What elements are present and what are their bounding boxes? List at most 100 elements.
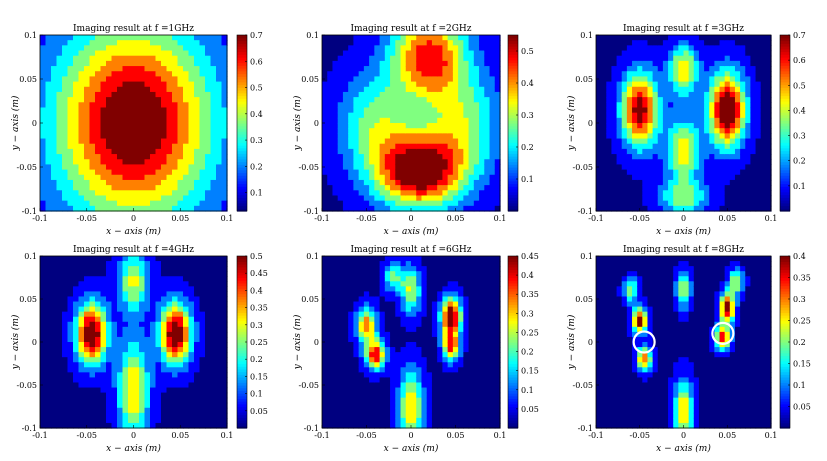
heatmap-cell [642,138,649,145]
heatmap-cell [426,123,433,129]
heatmap-cell [657,102,664,109]
heatmap-cell [637,45,643,52]
heatmap-cell [632,97,638,103]
heatmap-cell [40,107,47,114]
heatmap-cell [205,55,212,62]
heatmap-cell [426,107,433,114]
heatmap-cell [745,138,752,145]
heatmap-cell [473,164,480,171]
heatmap-cell [724,195,731,202]
heatmap-cell [150,276,157,282]
heatmap-cell [40,266,47,272]
heatmap-cell [194,422,201,429]
heatmap-cell [128,159,135,166]
heatmap-cell [122,382,129,389]
heatmap-cell [473,86,480,93]
heatmap-cell [657,81,664,88]
heatmap-cell [122,117,129,124]
heatmap-cell [210,81,217,88]
heatmap-cell [342,174,349,181]
heatmap-cell [714,159,721,166]
heatmap-cell [216,286,223,293]
heatmap-cell [177,311,184,318]
heatmap-cell [155,261,162,267]
heatmap-cell [384,190,391,197]
heatmap-cell [426,164,433,171]
heatmap-cell [177,117,184,124]
heatmap-cell [395,169,402,176]
heatmap-cell [452,164,459,171]
heatmap-cell [183,107,190,114]
colorbar-step [508,189,518,193]
heatmap-cell [45,66,52,72]
colorbar-step [237,191,247,196]
heatmap-cell [400,138,407,145]
heatmap-cell [144,185,151,191]
heatmap-cell [150,143,157,150]
heatmap-cell [337,174,344,181]
heatmap-cell [348,112,355,119]
heatmap-cell [155,185,162,191]
heatmap-cell [668,81,674,88]
heatmap-cell [384,71,391,78]
heatmap-cell [95,261,102,267]
heatmap-cell [693,154,700,160]
heatmap-cell [188,397,195,404]
heatmap-cell [374,164,381,171]
heatmap-cell [183,60,190,67]
heatmap-cell [205,402,212,409]
heatmap-cells [40,35,228,212]
heatmap-cell [353,148,360,155]
heatmap-cell [652,97,659,103]
heatmap-cell [84,40,91,46]
heatmap-cell [51,123,58,129]
heatmap-cell [729,200,736,207]
heatmap-cell [210,321,217,328]
heatmap-cell [144,311,151,318]
heatmap-cell [395,97,402,103]
heatmap-cell [698,138,705,145]
heatmap-cell [117,301,124,308]
heatmap-cell [668,148,674,155]
heatmap-cell [611,195,618,202]
heatmap-cell [73,200,80,207]
heatmap-cell [765,195,772,202]
heatmap-cell [379,45,386,52]
heatmap-cell [468,205,475,212]
heatmap-cell [67,107,74,114]
heatmap-cell [494,169,501,176]
colorbar-step [237,62,247,66]
heatmap-cell [62,326,69,333]
heatmap-cell [468,97,475,103]
heatmap-cell [668,200,674,207]
heatmap-cell [621,107,628,114]
heatmap-cell [51,190,58,197]
heatmap-cell [390,86,396,93]
heatmap-cell [719,60,726,67]
heatmap-cell [734,81,741,88]
heatmap-cell [205,271,212,277]
heatmap-cell [155,45,162,52]
heatmap-cell [452,50,459,57]
heatmap-cell [348,169,355,176]
heatmap-cell [194,417,201,424]
heatmap-cell [632,205,638,212]
heatmap-cell [363,143,370,150]
heatmap-cell [442,123,449,129]
heatmap-cell [199,179,206,186]
heatmap-cell [760,71,767,78]
heatmap-cell [78,276,85,282]
heatmap-cell [67,143,74,150]
heatmap-cell [188,296,195,303]
heatmap-cell [688,190,695,197]
x-axis-label: x − axis (m) [106,443,161,454]
heatmap-cell [647,154,654,160]
colorbar-step [780,191,790,196]
heatmap-cell [172,185,179,191]
heatmap-cell [183,301,190,308]
colorbar-tick-label: 0.4 [521,79,534,88]
heatmap-cell [139,256,146,262]
heatmap-cell [161,412,168,419]
heatmap-cell [150,117,157,124]
heatmap-cell [683,50,690,57]
